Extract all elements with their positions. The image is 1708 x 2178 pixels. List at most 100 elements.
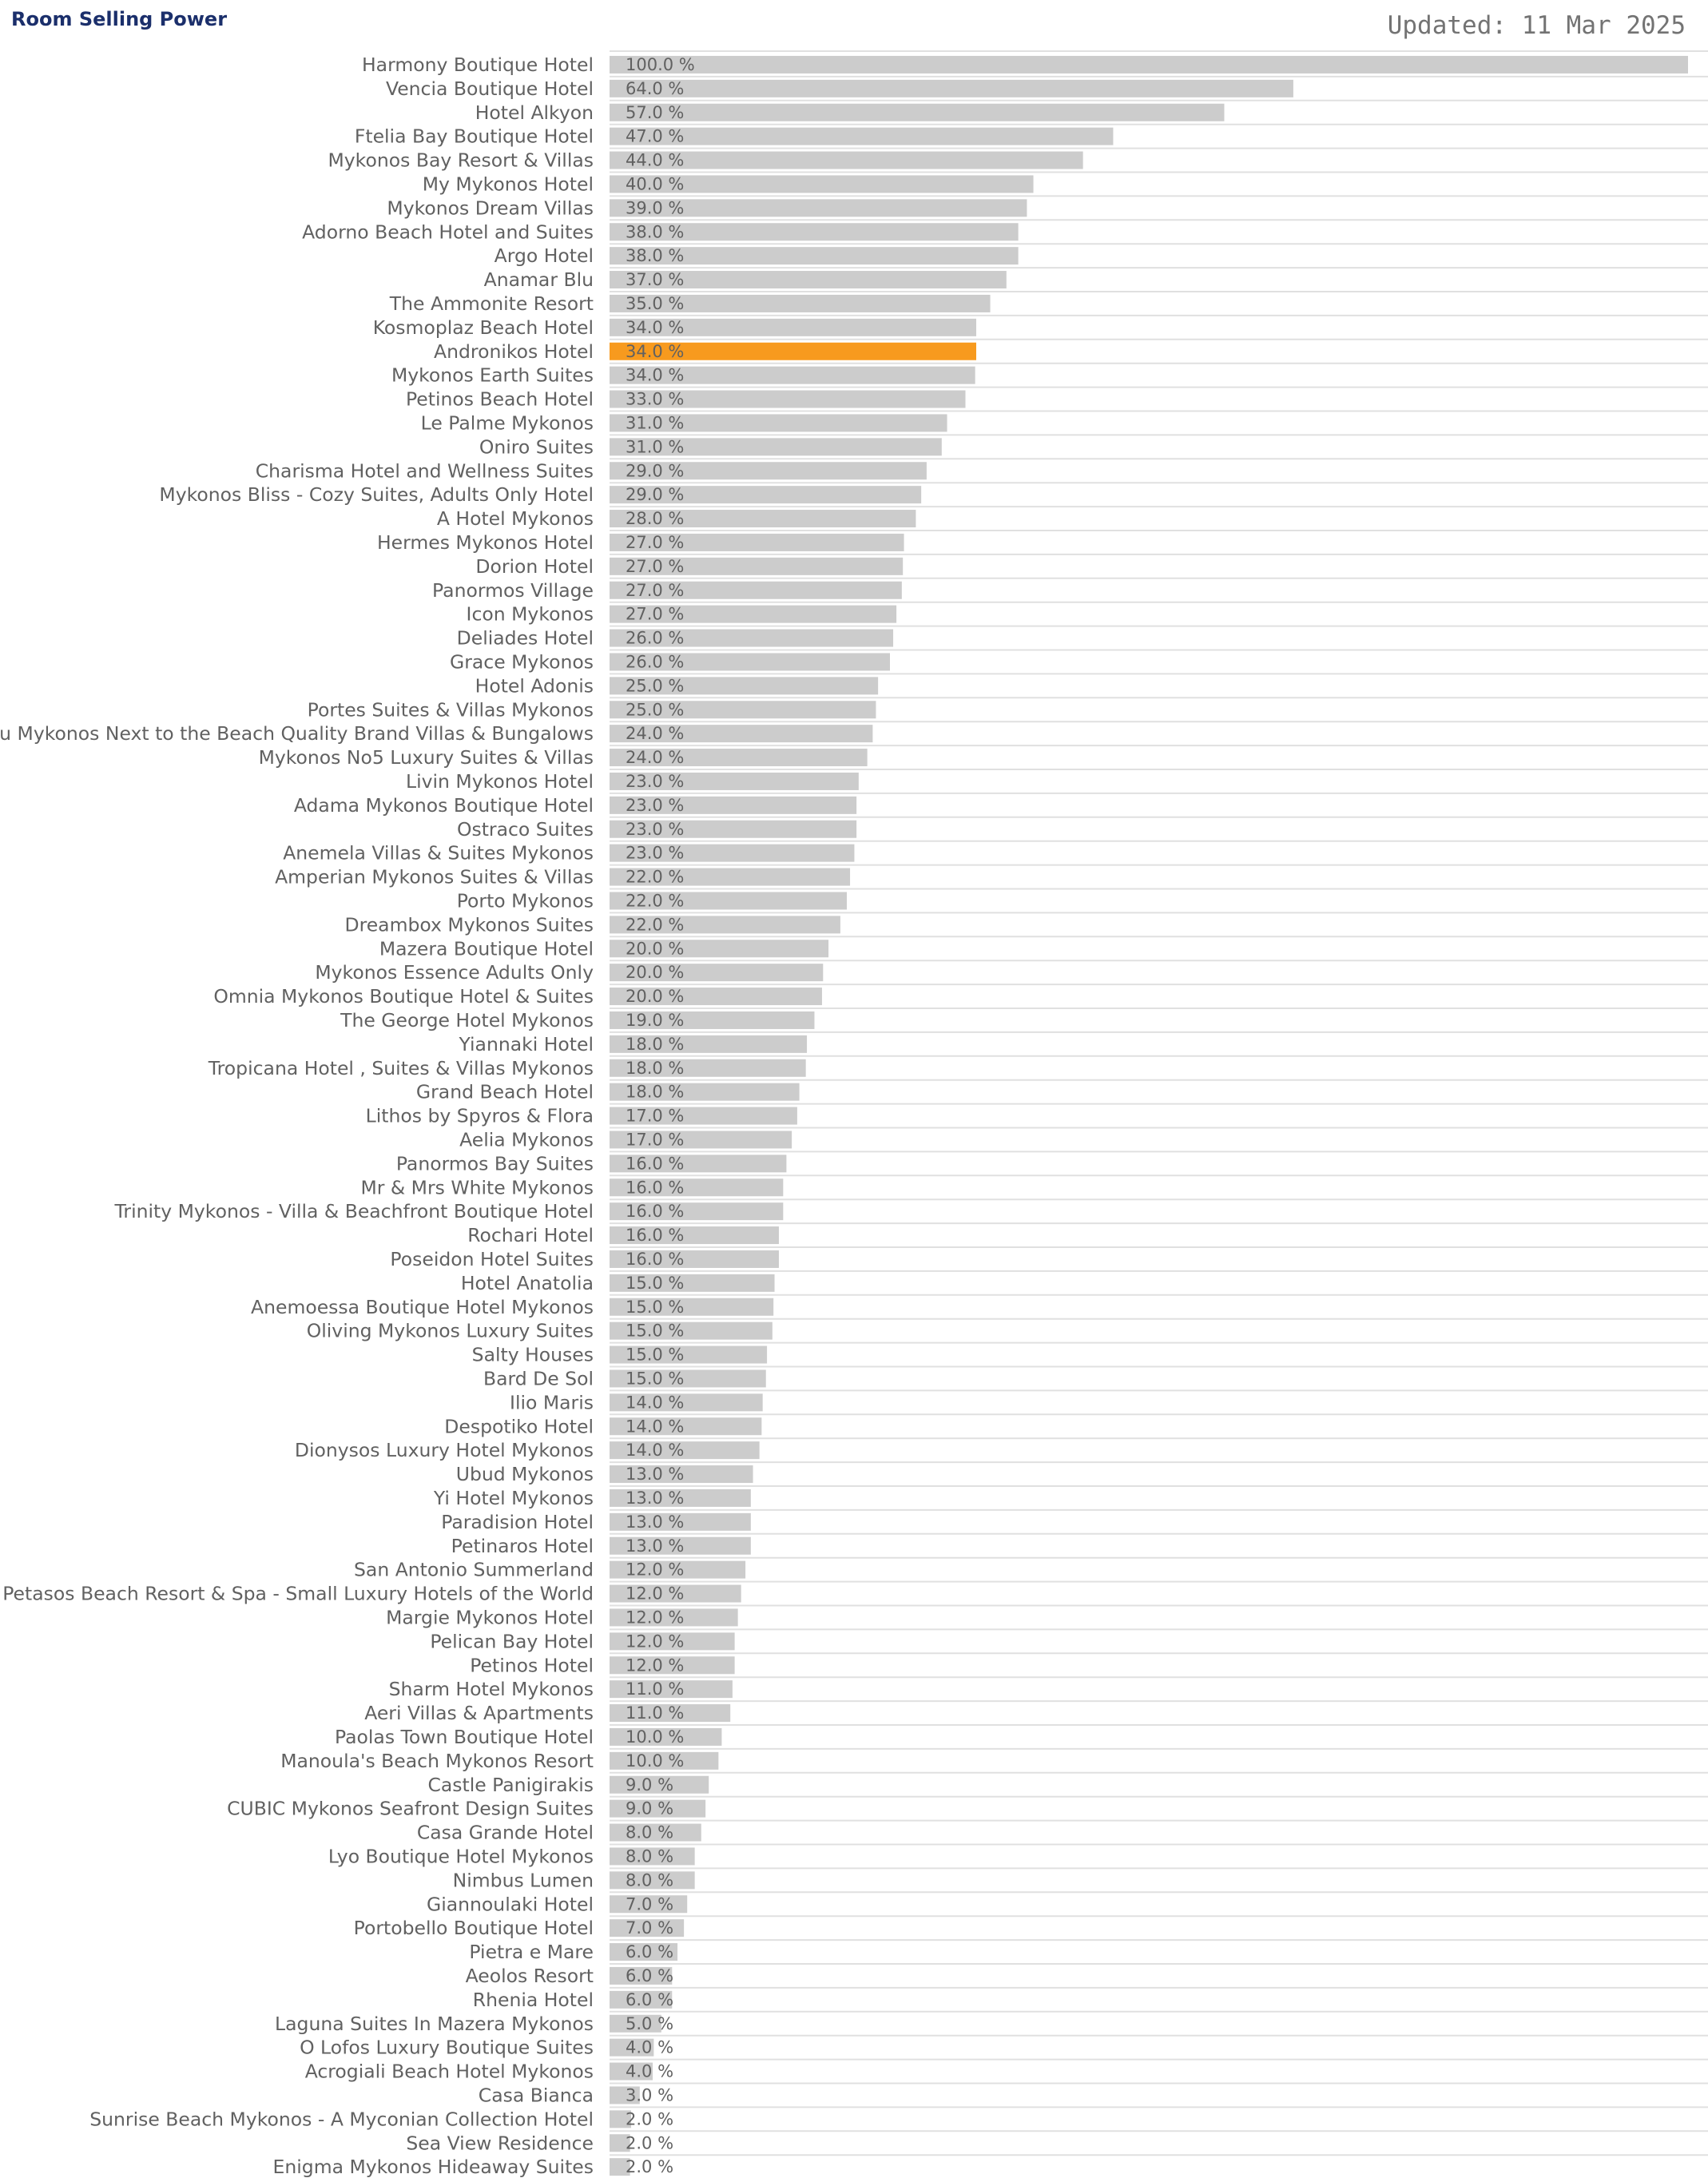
category-label: Casa Grande Hotel [417, 1822, 594, 1844]
bar [610, 1345, 768, 1364]
value-label: 18.0 % [626, 1083, 684, 1102]
category-label: Kosmoplaz Beach Hotel [373, 316, 594, 339]
category-label: Grand Beach Hotel [416, 1081, 594, 1103]
category-label: Hermes Mykonos Hotel [377, 531, 594, 554]
value-label: 5.0 % [626, 2014, 673, 2033]
bar [610, 1226, 779, 1245]
category-label: Enigma Mykonos Hideaway Suites [273, 2156, 594, 2178]
category-label: Mykonos Dream Villas [387, 197, 594, 219]
category-label: Lyo Boutique Hotel Mykonos [328, 1845, 594, 1867]
bar [610, 462, 927, 480]
category-label: Andronikos Hotel [434, 340, 594, 363]
category-label: Ilio Maris [510, 1391, 594, 1413]
value-label: 33.0 % [626, 390, 684, 409]
value-label: 37.0 % [626, 270, 684, 289]
bar [610, 294, 991, 312]
value-label: 10.0 % [626, 1727, 684, 1747]
category-label: Panormos Village [432, 579, 594, 602]
bar [610, 414, 947, 432]
bar [610, 629, 894, 647]
category-label: Rhenia Hotel [473, 1989, 594, 2011]
category-label: Aeri Villas & Apartments [364, 1702, 594, 1724]
category-label: Dionysos Luxury Hotel Mykonos [295, 1439, 594, 1461]
value-label: 27.0 % [626, 581, 684, 600]
value-label: 14.0 % [626, 1393, 684, 1412]
value-label: 24.0 % [626, 724, 684, 743]
bar [610, 366, 975, 384]
category-label: Pelican Bay Hotel [430, 1630, 594, 1652]
category-label: Bard De Sol [483, 1367, 594, 1389]
category-label: Mr & Mrs White Mykonos [360, 1176, 594, 1198]
bar [610, 844, 855, 862]
bar [610, 1560, 746, 1579]
category-label: Tropicana Hotel , Suites & Villas Mykono… [208, 1057, 594, 1079]
category-label: Margie Mykonos Hotel [386, 1606, 594, 1628]
value-label: 34.0 % [626, 318, 684, 337]
value-label: 12.0 % [626, 1608, 684, 1627]
value-label: 23.0 % [626, 820, 684, 839]
value-label: 11.0 % [626, 1679, 684, 1699]
category-label: Anemoessa Boutique Hotel Mykonos [251, 1296, 594, 1318]
bar [610, 1799, 706, 1818]
category-label: Mykonos Bliss - Cozy Suites, Adults Only… [159, 483, 594, 506]
bar [610, 438, 942, 456]
bar [610, 1083, 800, 1101]
bar [610, 1751, 719, 1770]
bar [610, 1465, 753, 1484]
bar [610, 749, 868, 767]
value-label: 4.0 % [626, 2038, 673, 2057]
value-label: 12.0 % [626, 1632, 684, 1651]
category-label: Ubud Mykonos [456, 1463, 594, 1485]
value-label: 12.0 % [626, 1584, 684, 1604]
value-label: 28.0 % [626, 509, 684, 528]
value-label: 39.0 % [626, 198, 684, 217]
bar [610, 1322, 773, 1340]
bar [610, 605, 897, 623]
value-label: 6.0 % [626, 1942, 673, 1961]
bar [610, 2062, 653, 2081]
value-label: 34.0 % [626, 342, 684, 361]
category-label: Dreambox Mykonos Suites [344, 913, 594, 936]
bar [610, 1727, 722, 1746]
category-label: Anemela Villas & Suites Mykonos [283, 842, 594, 864]
category-label: Mykonos Earth Suites [391, 364, 594, 387]
value-label: 13.0 % [626, 1465, 684, 1484]
category-label: CUBIC Mykonos Seafront Design Suites [227, 1798, 594, 1820]
value-label: 14.0 % [626, 1441, 684, 1460]
bar [610, 271, 1007, 289]
bar [610, 175, 1034, 193]
bar [610, 1393, 763, 1412]
value-label: 13.0 % [626, 1536, 684, 1556]
bar [610, 772, 859, 790]
value-label: 15.0 % [626, 1322, 684, 1341]
value-label: 15.0 % [626, 1345, 684, 1365]
category-label: Pietra e Mare [469, 1941, 594, 1963]
value-label: 23.0 % [626, 844, 684, 863]
value-label: 26.0 % [626, 652, 684, 671]
category-label: Acrogiali Beach Hotel Mykonos [305, 2061, 594, 2083]
bar [610, 1059, 806, 1077]
value-label: 20.0 % [626, 939, 684, 958]
bar [610, 2158, 630, 2176]
bar [610, 916, 840, 934]
bar [610, 318, 976, 336]
category-label: Salty Houses [472, 1344, 594, 1366]
category-label: San Antonio Summerland [354, 1559, 594, 1581]
bar [610, 1250, 779, 1268]
category-label: My Mykonos Hotel [423, 173, 594, 195]
bar [610, 653, 890, 671]
value-label: 16.0 % [626, 1226, 684, 1245]
value-label: 7.0 % [626, 1894, 673, 1914]
value-label: 44.0 % [626, 151, 684, 170]
bar [610, 1202, 784, 1221]
bar [610, 1584, 741, 1603]
value-label: 16.0 % [626, 1202, 684, 1221]
category-label: Casa Bianca [479, 2084, 594, 2106]
value-label: 14.0 % [626, 1417, 684, 1436]
value-label: 13.0 % [626, 1512, 684, 1532]
category-label: Nimbus Lumen [453, 1869, 594, 1891]
category-label: Rochari Hotel [467, 1224, 594, 1246]
category-label: Castle Panigirakis [427, 1774, 594, 1796]
bar [610, 2038, 654, 2057]
